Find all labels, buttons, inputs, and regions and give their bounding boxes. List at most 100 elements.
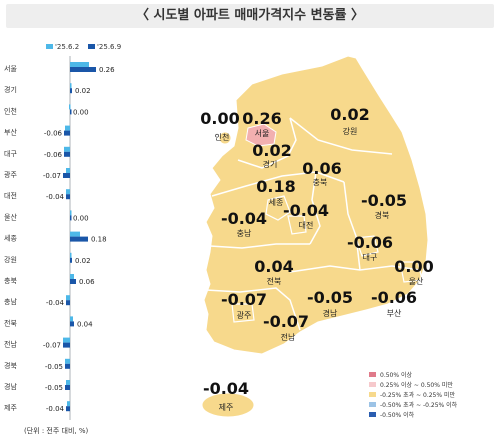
value-label: 0.02 <box>75 257 91 265</box>
map-border-daegu <box>355 235 379 257</box>
value-label: 0.06 <box>79 278 95 286</box>
map-value-경기: 0.02 <box>252 141 291 160</box>
category-label: 서울 <box>4 64 17 73</box>
map-region-name: 경기 <box>263 159 278 169</box>
legend-swatch-series1 <box>46 44 53 49</box>
category-label: 제주 <box>4 404 17 412</box>
bar-1 <box>70 83 72 89</box>
category-label: 대구 <box>4 150 17 158</box>
unit-note: (단위 : 전주 대비, %) <box>24 426 89 435</box>
map-seoul <box>245 123 277 147</box>
category-label: 충남 <box>4 297 17 306</box>
legend-swatch <box>369 412 376 417</box>
bar-1 <box>67 401 70 407</box>
map-border-gangwon <box>289 117 393 155</box>
category-label: 경남 <box>4 382 17 391</box>
bar-2 <box>70 215 72 221</box>
map-region-name: 전남 <box>281 332 296 342</box>
bar-2 <box>66 406 70 412</box>
bar-1 <box>70 316 73 322</box>
category-label: 경기 <box>4 85 17 94</box>
map-border-chungbuk <box>309 171 321 245</box>
map-region-name: 서울 <box>255 129 270 138</box>
map-value-광주: -0.07 <box>221 290 267 309</box>
map-region-name: 전북 <box>267 276 282 286</box>
map-border-gyeonggi <box>237 117 297 169</box>
legend-swatch <box>369 372 376 377</box>
map-legend: 0.50% 이상 0.25% 이상 ~ 0.50% 미만 -0.25% 초과 ~ 0… <box>369 371 458 419</box>
category-label: 전남 <box>4 340 17 349</box>
map-border-gwangju <box>231 303 255 323</box>
category-label: 광주 <box>4 171 17 179</box>
map-value-인천: 0.00 <box>200 109 239 128</box>
map-value-전남: -0.07 <box>263 312 309 331</box>
bar-1 <box>70 252 72 258</box>
map-value-부산: -0.06 <box>371 288 417 307</box>
map-value-충남: -0.04 <box>221 209 267 228</box>
value-label: 0.04 <box>77 320 93 328</box>
category-label: 울산 <box>4 212 17 221</box>
bar-2 <box>70 321 74 327</box>
value-label: -0.05 <box>45 384 63 392</box>
bar-2 <box>70 67 96 72</box>
bar-2 <box>70 109 72 115</box>
bar-1 <box>70 274 74 279</box>
map-region-name: 충남 <box>237 229 252 238</box>
map-region-name: 충북 <box>313 178 328 187</box>
value-label: -0.04 <box>46 193 65 201</box>
legend-label-series2: '25.6.9 <box>97 43 121 51</box>
category-label: 충북 <box>4 276 17 285</box>
legend-label: -0.50% 초과 ~ -0.25% 이하 <box>380 401 458 409</box>
bar-1 <box>66 189 70 195</box>
map-region-name: 세종 <box>269 198 284 207</box>
map-value-강원: 0.02 <box>330 105 369 124</box>
bar-2 <box>70 257 72 263</box>
bar-2 <box>63 342 70 348</box>
map-border-south <box>205 287 301 331</box>
map-value-충북: 0.06 <box>302 159 341 178</box>
value-label: -0.04 <box>46 299 65 307</box>
bar-2 <box>70 279 76 284</box>
bar-2 <box>64 151 70 157</box>
map-border-daejeon <box>287 215 307 235</box>
map-border-ulsan <box>399 261 423 283</box>
map-border-chungcheong <box>211 171 345 197</box>
value-label: -0.07 <box>43 172 61 180</box>
map-value-대전: -0.04 <box>283 201 329 220</box>
bar-1 <box>69 104 71 110</box>
value-label: 0.26 <box>99 66 115 74</box>
bar-2 <box>70 236 88 242</box>
legend-label-series1: '25.6.2 <box>55 43 79 51</box>
map-incheon <box>218 131 232 145</box>
bar-1 <box>70 210 72 216</box>
bar-2 <box>65 363 70 369</box>
map-region-name: 경북 <box>375 210 390 220</box>
category-label: 인천 <box>4 106 17 115</box>
bar-2 <box>66 300 70 306</box>
bar-1 <box>64 146 70 152</box>
map-border-jeolla <box>209 243 310 249</box>
map-region-name: 경남 <box>323 308 338 318</box>
map-region-name: 부산 <box>387 308 402 318</box>
value-label: 0.00 <box>73 108 89 116</box>
map-value-경남: -0.05 <box>307 288 353 307</box>
value-label: 0.02 <box>75 87 91 95</box>
map-border-gyeongbuk <box>343 181 361 271</box>
value-label: -0.06 <box>44 151 63 159</box>
bar-1 <box>63 337 70 343</box>
legend-label: -0.25% 초과 ~ 0.25% 미만 <box>380 391 456 399</box>
map-region-name: 인천 <box>215 132 230 142</box>
value-label: -0.04 <box>46 405 65 413</box>
category-label: 세종 <box>4 234 17 243</box>
bar-2 <box>66 194 70 200</box>
chart-title: 〈 시도별 아파트 매매가격지수 변동률 〉 <box>6 4 494 28</box>
legend-swatch <box>369 402 376 407</box>
bar-2 <box>65 385 70 390</box>
map-region-name: 제주 <box>219 403 234 412</box>
map-jeju <box>201 392 255 418</box>
map-border-sejong <box>265 195 291 221</box>
